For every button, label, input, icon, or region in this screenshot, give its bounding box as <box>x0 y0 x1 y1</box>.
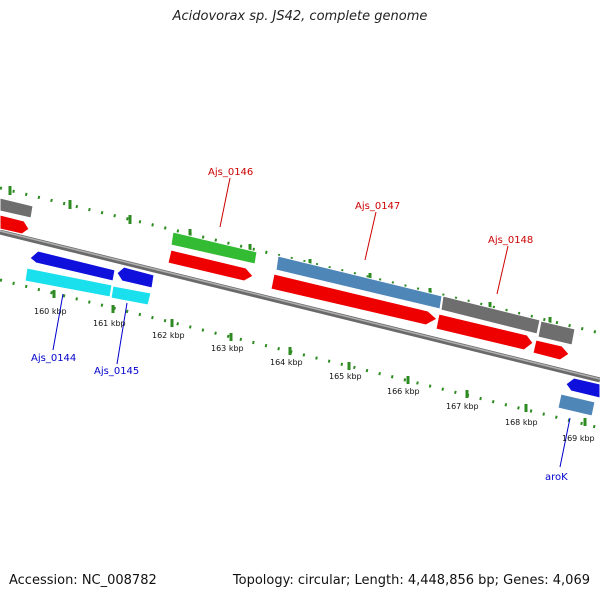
outer-tick-ring <box>0 186 600 335</box>
leader-ajs-0148 <box>496 245 509 295</box>
map-title: Acidovorax sp. JS42, complete genome <box>172 9 428 24</box>
gene-arok[interactable] <box>565 377 600 399</box>
label-arok[interactable]: aroK <box>545 472 568 483</box>
cds-ajs-0144[interactable] <box>24 267 113 298</box>
cds-ajs-0147[interactable] <box>270 273 438 326</box>
scale-label: 163 kbp <box>211 344 244 353</box>
label-ajs-0147[interactable]: Ajs_0147 <box>355 201 400 212</box>
label-ajs-0145[interactable]: Ajs_0145 <box>94 366 139 377</box>
inner-tick-ring <box>0 278 600 430</box>
gene-ajs-0144[interactable] <box>29 250 116 282</box>
cds-ajs-0146[interactable] <box>167 249 254 282</box>
scale-label: 164 kbp <box>270 358 303 367</box>
genome-backbone <box>0 229 600 383</box>
cds-red-left[interactable] <box>0 214 30 235</box>
gene-ajs-0146[interactable] <box>170 231 258 265</box>
cds-arok[interactable] <box>557 393 596 417</box>
gene-gray-left[interactable] <box>0 197 34 219</box>
gene-ajs-0147[interactable] <box>275 255 443 310</box>
scale-label: 160 kbp <box>34 307 67 316</box>
gene-gray-right[interactable] <box>537 320 576 346</box>
genome-backbone-highlight <box>0 230 600 380</box>
gene-ajs-0145[interactable] <box>116 266 155 289</box>
label-ajs-0148[interactable]: Ajs_0148 <box>488 235 533 246</box>
inner-major-ticks <box>52 290 587 426</box>
leader-ajs-0145 <box>116 302 128 365</box>
scale-label: 168 kbp <box>505 418 538 427</box>
scale-label: 165 kbp <box>329 372 362 381</box>
accession-text: Accession: NC_008782 <box>9 573 157 588</box>
leader-ajs-0144 <box>52 293 64 351</box>
leader-arok <box>559 417 571 468</box>
scale-label: 169 kbp <box>562 434 595 443</box>
scale-label: 166 kbp <box>387 387 420 396</box>
cds-ajs-0145[interactable] <box>110 285 152 306</box>
scale-label: 162 kbp <box>152 331 185 340</box>
label-ajs-0146[interactable]: Ajs_0146 <box>208 167 253 178</box>
scale-label: 161 kbp <box>93 319 126 328</box>
leader-ajs-0147 <box>364 211 377 261</box>
genome-summary-text: Topology: circular; Length: 4,448,856 bp… <box>232 573 590 588</box>
leader-ajs-0146 <box>219 177 231 228</box>
gene-ajs-0148[interactable] <box>440 295 541 335</box>
cds-ajs-0148[interactable] <box>435 313 534 351</box>
scale-label: 167 kbp <box>446 402 479 411</box>
label-ajs-0144[interactable]: Ajs_0144 <box>31 353 76 364</box>
cds-red-right[interactable] <box>532 339 570 361</box>
